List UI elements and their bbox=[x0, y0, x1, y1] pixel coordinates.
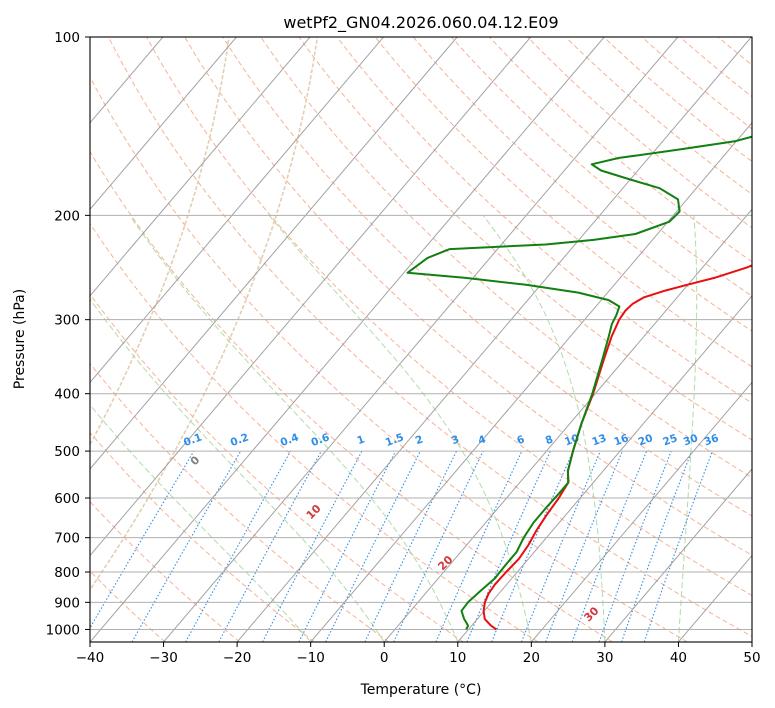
moist-adiabat-line bbox=[268, 214, 532, 642]
dry-adiabat-line bbox=[90, 500, 241, 642]
mixing-ratio-line bbox=[466, 450, 551, 642]
mixing-ratio-label: 25 bbox=[661, 432, 679, 448]
mixing-ratio-label: 16 bbox=[612, 432, 630, 448]
dry-adiabat-line bbox=[108, 37, 752, 638]
isotherm-line bbox=[163, 37, 679, 642]
mixing-ratio-line bbox=[185, 450, 292, 642]
mixing-ratio-line bbox=[298, 450, 397, 642]
isotherm-line bbox=[90, 37, 237, 211]
mixing-ratio-line bbox=[621, 450, 693, 642]
background-lines bbox=[90, 37, 752, 642]
x-axis: −40 −30 −20 −10 0 10 20 30 40 50 bbox=[76, 642, 761, 666]
mixing-ratio-label: 3 bbox=[450, 433, 461, 447]
dry-adiabat-line bbox=[184, 37, 752, 556]
isotherm-line bbox=[310, 122, 752, 642]
mixing-ratio-label: 0.6 bbox=[310, 431, 332, 449]
mixing-ratio-line bbox=[325, 450, 421, 642]
dry-adiabat-line bbox=[336, 37, 752, 404]
mixing-ratio-line bbox=[520, 450, 601, 642]
x-tick-label: −30 bbox=[149, 650, 178, 666]
isotherm-line bbox=[530, 381, 752, 642]
y-tick-label: 800 bbox=[54, 565, 80, 581]
moist-adiabat-line bbox=[482, 214, 606, 642]
mixing-ratio-line bbox=[545, 450, 623, 642]
mixing-ratio-line bbox=[598, 450, 672, 642]
y-axis-label: Pressure (hPa) bbox=[12, 289, 28, 389]
dry-adiabat-line bbox=[222, 37, 752, 517]
mixing-ratio-line bbox=[571, 450, 648, 642]
mixing-ratio-label: 13 bbox=[590, 432, 608, 448]
temperature-profile-line bbox=[482, 264, 752, 631]
y-tick-label: 700 bbox=[54, 531, 80, 547]
mixing-ratio-label: 0.2 bbox=[229, 431, 251, 449]
moist-adiabat-line bbox=[90, 298, 385, 642]
y-tick-label: 900 bbox=[54, 595, 80, 611]
chart-title: wetPf2_GN04.2026.060.04.12.E09 bbox=[283, 13, 558, 33]
mixing-ratio-line bbox=[364, 450, 457, 642]
x-tick-label: 20 bbox=[523, 650, 540, 666]
x-tick-label: 50 bbox=[743, 650, 760, 666]
mixing-ratio-label: 1.5 bbox=[384, 431, 406, 449]
mixing-ratio-line bbox=[643, 450, 714, 642]
dry-adiabat-line bbox=[489, 37, 752, 263]
mixing-ratio-line bbox=[435, 450, 523, 642]
isotherm-line bbox=[457, 295, 752, 642]
dry-adiabat-line bbox=[90, 150, 613, 642]
dry-adiabat-line bbox=[146, 37, 752, 597]
mixing-ratio-labels: 0.1 0.2 0.4 0.6 1 1.5 2 3 4 6 8 10 13 16 20 25 30 36 bbox=[182, 431, 720, 449]
dry-adiabat-line bbox=[90, 75, 688, 642]
x-tick-label: 10 bbox=[449, 650, 466, 666]
isotherm-line bbox=[90, 37, 458, 470]
mixing-ratio-label: 4 bbox=[477, 433, 488, 447]
mixing-ratio-label: 0.1 bbox=[182, 431, 204, 449]
x-axis-label: Temperature (°C) bbox=[360, 682, 482, 698]
x-tick-label: −40 bbox=[76, 650, 105, 666]
mixing-ratio-label: 8 bbox=[544, 433, 555, 447]
y-tick-label: 200 bbox=[54, 208, 80, 224]
isotherm-line bbox=[383, 208, 752, 642]
mixing-ratio-line bbox=[218, 450, 322, 642]
mixing-ratio-label: 2 bbox=[414, 433, 425, 447]
isotherm-line bbox=[90, 37, 311, 297]
mixing-ratio-label: 20 bbox=[637, 432, 655, 448]
x-tick-label: 30 bbox=[596, 650, 613, 666]
profile-lines bbox=[406, 135, 752, 631]
moist-adiabat-line bbox=[90, 404, 312, 642]
dry-adiabat-line bbox=[90, 362, 390, 642]
mixing-ratio-label: 6 bbox=[515, 433, 526, 447]
dewpoint-profile-line bbox=[406, 135, 752, 630]
moist-adiabat-line bbox=[677, 215, 698, 642]
isotherm-line bbox=[90, 37, 605, 642]
mixing-ratio-label: 0.4 bbox=[279, 431, 301, 449]
mixing-ratio-label: 10 bbox=[563, 432, 581, 448]
isotherm-line bbox=[90, 37, 384, 384]
y-tick-label: 300 bbox=[54, 313, 80, 329]
isotherm-line bbox=[236, 37, 752, 642]
dry-adiabat-line bbox=[90, 293, 464, 642]
mixing-ratio-label: 36 bbox=[703, 432, 721, 448]
y-tick-label: 1000 bbox=[46, 622, 80, 638]
y-tick-label: 100 bbox=[54, 30, 80, 46]
mixing-ratio-line bbox=[262, 450, 363, 642]
plot-frame bbox=[89, 36, 753, 643]
mixing-ratio-label: 1 bbox=[355, 433, 366, 447]
y-tick-label: 400 bbox=[54, 387, 80, 403]
x-tick-label: −20 bbox=[223, 650, 252, 666]
isotherm-line bbox=[604, 468, 752, 642]
y-axis: 100 200 300 400 500 600 700 800 900 1000 bbox=[46, 30, 90, 638]
x-tick-label: 0 bbox=[380, 650, 389, 666]
mixing-ratio-label: 30 bbox=[682, 432, 700, 448]
x-tick-label: 40 bbox=[670, 650, 687, 666]
y-tick-label: 500 bbox=[54, 444, 80, 460]
dry-adiabat-line bbox=[565, 37, 752, 196]
moist-adiabat-line bbox=[129, 215, 459, 642]
y-tick-label: 600 bbox=[54, 491, 80, 507]
dry-adiabat-line bbox=[90, 222, 539, 642]
isotherm-line bbox=[90, 37, 532, 557]
x-tick-label: −10 bbox=[296, 650, 325, 666]
dry-adiabat-line bbox=[412, 37, 752, 332]
